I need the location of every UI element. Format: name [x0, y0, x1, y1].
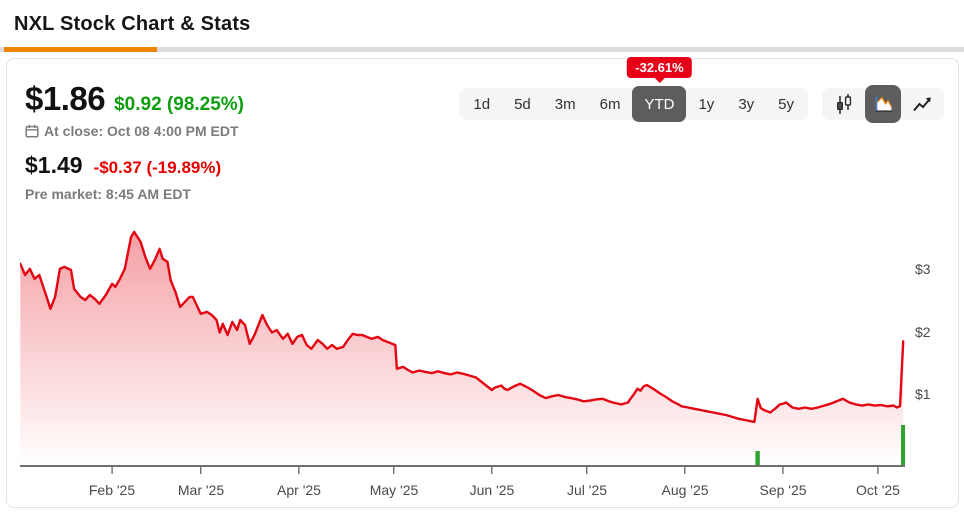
x-axis-label: Aug '25 — [661, 482, 709, 498]
close-time-label: At close: Oct 08 4:00 PM EDT — [44, 123, 239, 139]
premarket-time-label: Pre market: 8:45 AM EDT — [25, 186, 191, 202]
range-selector: 1d 5d 3m 6m YTD -32.61% 1y 3y 5y — [459, 57, 808, 122]
x-axis-label: Feb '25 — [88, 482, 136, 498]
chart-type-candlestick-button[interactable] — [826, 88, 862, 120]
section-divider-accent — [4, 47, 157, 52]
x-axis-label: Jul '25 — [566, 482, 608, 498]
range-button-5d[interactable]: 5d — [502, 88, 543, 120]
y-axis-label: $2 — [915, 324, 931, 340]
y-axis-label: $1 — [915, 386, 931, 402]
x-axis-label: Mar '25 — [177, 482, 225, 498]
range-button-1d[interactable]: 1d — [461, 88, 502, 120]
line-chart-icon — [911, 93, 933, 115]
x-axis-label: May '25 — [369, 482, 419, 498]
area-chart-icon — [872, 93, 894, 115]
premarket-price: $1.49 — [25, 152, 83, 178]
chart-type-selector — [822, 85, 944, 123]
x-axis-label: Apr '25 — [277, 482, 321, 498]
range-button-3y[interactable]: 3y — [726, 88, 766, 120]
range-button-3m[interactable]: 3m — [543, 88, 588, 120]
range-button-ytd-label: YTD — [644, 95, 675, 113]
range-button-1y[interactable]: 1y — [686, 88, 726, 120]
candlestick-icon — [834, 93, 854, 115]
range-button-5y[interactable]: 5y — [766, 88, 806, 120]
close-price: $1.86 — [25, 80, 106, 117]
stock-chart-card: $1.86 $0.92 (98.25%) At close: Oct 08 4:… — [6, 57, 959, 508]
y-axis-label: $3 — [915, 261, 931, 277]
calendar-icon — [25, 124, 39, 138]
chart-type-area-button[interactable] — [865, 85, 901, 123]
chart-type-line-button[interactable] — [904, 88, 940, 120]
x-axis-labels: Feb '25 Mar '25 Apr '25 May '25 Jun '25 Jul '… — [20, 482, 905, 502]
page-title: NXL Stock Chart & Stats — [14, 13, 251, 35]
price-chart[interactable] — [19, 227, 906, 475]
x-axis-label: Jun '25 — [469, 482, 515, 498]
x-axis-label: Sep '25 — [759, 482, 807, 498]
premarket-change: -$0.37 (-19.89%) — [93, 158, 222, 177]
close-change: $0.92 (98.25%) — [114, 94, 245, 115]
y-axis-labels: $3 $2 $1 — [911, 227, 963, 475]
range-button-ytd[interactable]: YTD -32.61% — [627, 57, 692, 122]
quote-block: $1.86 $0.92 (98.25%) At close: Oct 08 4:… — [25, 80, 244, 202]
x-axis-label: Oct '25 — [856, 482, 900, 498]
section-divider — [0, 47, 964, 52]
range-button-6m[interactable]: 6m — [588, 88, 633, 120]
chart-toolbar: 1d 5d 3m 6m YTD -32.61% 1y 3y 5y — [459, 57, 944, 123]
ytd-change-badge: -32.61% — [627, 57, 692, 78]
